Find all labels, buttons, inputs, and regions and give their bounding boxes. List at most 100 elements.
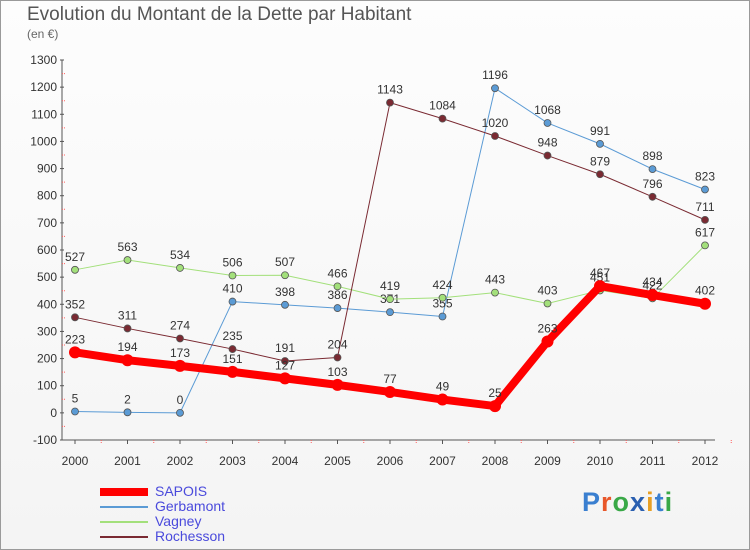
data-label: 796: [642, 177, 662, 191]
data-point: [279, 372, 291, 385]
data-point: [386, 98, 394, 107]
data-label: 173: [170, 346, 190, 360]
data-point: [69, 346, 81, 359]
logo-letter: P: [582, 487, 602, 517]
x-tick-label: 2000: [62, 454, 89, 468]
data-label: 410: [222, 282, 242, 296]
data-point: [281, 357, 289, 365]
y-tick-label: 1300: [30, 53, 57, 67]
data-label: 879: [590, 154, 610, 168]
data-label: 403: [537, 283, 557, 297]
data-point: [228, 271, 237, 280]
data-label: 194: [117, 340, 137, 354]
data-point: [71, 265, 79, 274]
data-point: [123, 408, 132, 417]
data-point: [489, 400, 501, 413]
x-tick-label: 2002: [167, 454, 194, 468]
legend-label: Vagney: [155, 513, 202, 529]
data-label: 386: [327, 288, 347, 302]
data-point: [491, 288, 499, 297]
data-label: 398: [275, 285, 295, 299]
data-point: [176, 334, 184, 343]
logo-letter: x: [630, 487, 647, 517]
data-label: 402: [695, 284, 715, 298]
data-point: [281, 271, 289, 280]
data-label: 467: [590, 266, 610, 280]
y-tick-label: 500: [37, 270, 57, 284]
logo-letter: i: [664, 487, 674, 517]
data-point: [386, 295, 394, 304]
data-point: [331, 378, 344, 391]
data-label: 49: [436, 380, 450, 394]
data-point: [333, 304, 342, 312]
data-label: 424: [432, 278, 452, 292]
data-label: 948: [537, 136, 557, 150]
data-label: 311: [118, 308, 137, 322]
data-label: 1020: [482, 116, 509, 130]
data-point: [541, 335, 554, 348]
data-label: 451: [590, 270, 610, 284]
y-tick-label: 300: [37, 324, 57, 338]
legend-label: Rochesson: [155, 528, 226, 544]
y-tick-label: 600: [37, 243, 57, 257]
data-point: [436, 393, 449, 406]
data-point: [701, 215, 709, 224]
data-point: [491, 132, 499, 140]
data-label: 1084: [429, 99, 456, 113]
data-label: 711: [695, 200, 714, 214]
y-tick-label: 700: [37, 216, 57, 230]
legend-swatch: [100, 506, 148, 508]
chart-subtitle: (en €): [27, 27, 59, 41]
data-point: [701, 185, 709, 194]
x-tick-label: 2004: [272, 454, 299, 468]
data-point: [491, 84, 499, 93]
data-point: [71, 313, 79, 322]
x-tick-label: 2008: [482, 454, 509, 468]
logo-letter: t: [654, 487, 665, 517]
data-label: 204: [327, 337, 347, 351]
data-label: 1068: [534, 103, 561, 117]
y-tick-label: 800: [37, 189, 57, 203]
data-label: 443: [485, 273, 505, 287]
y-tick-label: 200: [37, 352, 57, 366]
chart-title: Evolution du Montant de la Dette par Hab…: [27, 4, 412, 25]
data-label: 0: [177, 393, 184, 407]
legend-swatch: [100, 488, 148, 496]
x-tick-label: 2005: [324, 454, 351, 468]
legend-label: Gerbamont: [155, 498, 226, 514]
data-label: 507: [275, 255, 295, 269]
line-chart: -100 0 100 200 300 400 500 600 700 800 900 1000 1100…: [30, 53, 732, 468]
data-point: [281, 300, 289, 309]
data-point: [594, 280, 606, 293]
data-point: [176, 264, 184, 272]
x-tick-label: 2003: [219, 454, 246, 468]
data-point: [384, 385, 396, 398]
data-label: 506: [222, 256, 242, 270]
proxiti-logo: Proxiti: [582, 487, 673, 518]
data-point: [123, 256, 132, 264]
data-label: 191: [275, 341, 295, 355]
data-label: 1143: [377, 83, 403, 97]
data-point: [333, 353, 342, 362]
x-tick-label: 2006: [377, 454, 404, 468]
data-point: [596, 139, 604, 148]
data-point: [596, 170, 604, 179]
data-point: [228, 297, 237, 306]
y-tick-label: 100: [37, 379, 57, 393]
data-point: [701, 241, 709, 250]
data-point: [438, 114, 447, 123]
data-label: 77: [383, 372, 397, 386]
logo-letter: i: [646, 487, 655, 517]
data-label: 127: [275, 358, 295, 372]
data-point: [123, 324, 132, 333]
y-tick-label: 1000: [30, 134, 57, 148]
x-tick-label: 2001: [114, 454, 141, 468]
data-label: 617: [695, 225, 715, 239]
data-label: 898: [642, 149, 662, 163]
data-point: [176, 408, 184, 417]
data-label: 223: [65, 332, 85, 346]
data-label: 235: [222, 329, 242, 343]
y-tick-label: 400: [37, 297, 57, 311]
data-point: [438, 293, 447, 302]
data-label: 823: [695, 169, 715, 183]
